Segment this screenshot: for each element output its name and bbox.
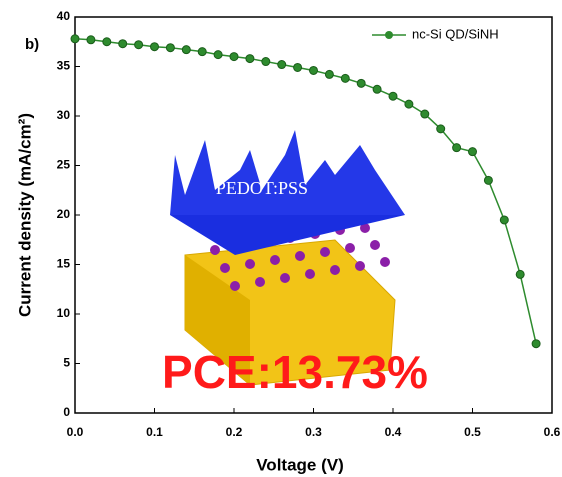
marker (324, 69, 334, 79)
marker (261, 57, 271, 67)
marker (499, 215, 509, 225)
marker (229, 52, 239, 62)
x-tick-label: 0.6 (544, 425, 561, 439)
x-tick-label: 0.0 (67, 425, 84, 439)
marker (515, 269, 525, 279)
inset-label: PEDOT:PSS (216, 178, 308, 198)
marker (277, 60, 287, 70)
annotation: PCE:13.73% (162, 346, 428, 398)
panel-label: b) (25, 36, 39, 53)
y-tick-label: 15 (57, 257, 71, 271)
marker (118, 39, 128, 49)
marker (293, 62, 303, 72)
marker (531, 339, 541, 349)
y-tick-label: 25 (57, 158, 71, 172)
y-tick-label: 30 (57, 108, 71, 122)
marker (483, 175, 493, 185)
marker (404, 99, 414, 109)
y-axis-label: Current density (mA/cm²) (15, 113, 34, 317)
y-tick-label: 20 (57, 207, 71, 221)
marker (388, 91, 398, 101)
marker (420, 109, 430, 119)
marker (150, 42, 159, 52)
x-tick-label: 0.3 (305, 425, 322, 439)
marker (356, 78, 366, 88)
y-tick-label: 10 (57, 306, 71, 320)
x-tick-label: 0.5 (464, 425, 481, 439)
marker (340, 73, 350, 83)
inset-illustration (170, 130, 405, 386)
marker (102, 37, 112, 47)
marker (372, 84, 382, 94)
marker (213, 50, 223, 60)
marker (70, 34, 80, 44)
marker (165, 43, 175, 53)
marker (245, 54, 255, 64)
y-tick-label: 5 (63, 356, 70, 370)
x-tick-label: 0.1 (146, 425, 163, 439)
marker (86, 35, 96, 45)
y-tick-label: 0 (63, 405, 70, 419)
marker (197, 47, 207, 57)
marker (452, 143, 462, 153)
marker (181, 45, 191, 55)
marker (436, 124, 446, 134)
y-tick-label: 35 (57, 59, 71, 73)
marker (468, 147, 477, 157)
legend-label: nc-Si QD/SiNH (412, 26, 499, 41)
legend-marker (385, 31, 393, 39)
x-axis-label: Voltage (V) (256, 455, 344, 474)
y-tick-label: 40 (57, 9, 71, 23)
x-tick-label: 0.2 (226, 425, 243, 439)
marker (309, 65, 318, 75)
marker (134, 40, 144, 50)
x-tick-label: 0.4 (385, 425, 402, 439)
